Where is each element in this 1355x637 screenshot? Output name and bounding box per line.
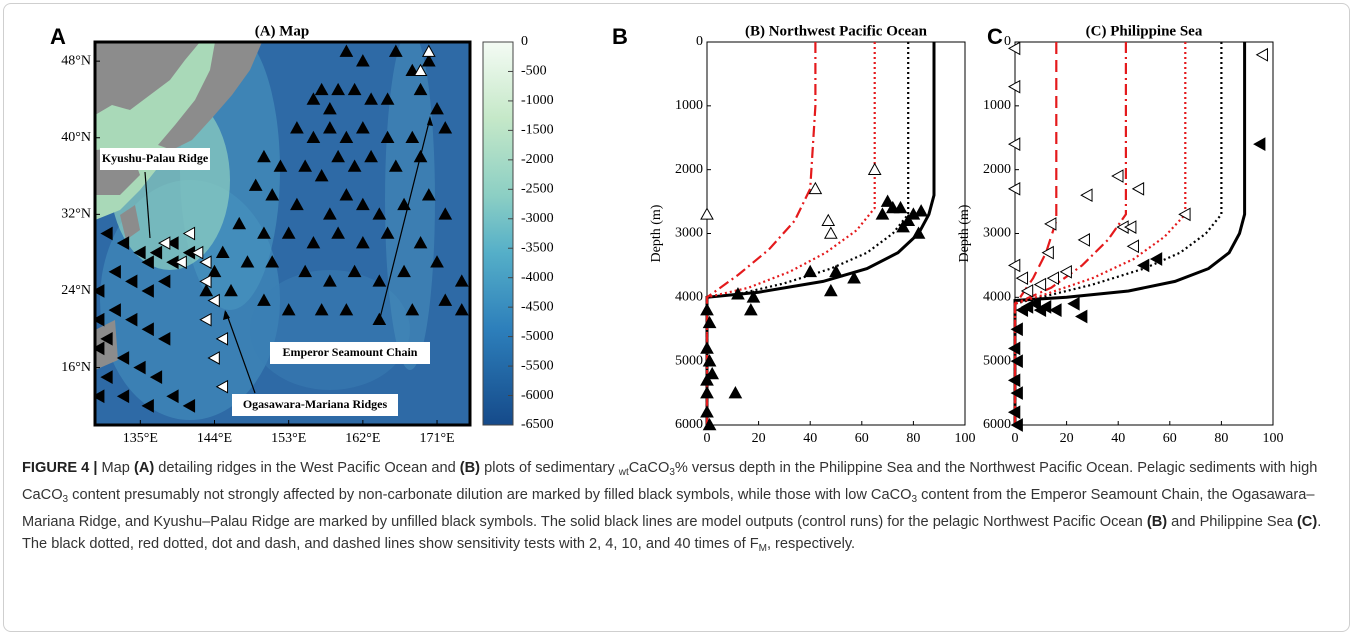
y-axis-label: Depth (m) [649,204,664,262]
caption-text: (C) [1297,514,1317,530]
marker [1009,183,1020,195]
chart-title: (B) Northwest Pacific Ocean [745,23,928,39]
x-tick-label: 60 [1163,431,1177,446]
colorbar-tick-label: -500 [521,64,547,79]
colorbar-tick-label: -4500 [521,299,554,314]
y-tick-label: 48°N [61,53,91,68]
y-tick-label: 32°N [61,207,91,222]
y-tick-label: 40°N [61,130,91,145]
colorbar-tick-label: -3000 [521,211,554,226]
y-tick-label: 5000 [983,353,1011,368]
x-tick-label: 171°E [419,431,454,446]
marker [1009,138,1020,150]
y-tick-label: 3000 [675,226,703,241]
y-tick-label: 2000 [675,162,703,177]
x-tick-label: 144°E [197,431,232,446]
caption-text: wt [619,467,629,478]
x-tick-label: 100 [1263,431,1284,446]
colorbar-tick-label: 0 [521,34,528,49]
caption-text: , respectively. [767,536,855,552]
y-tick-label: 6000 [675,417,703,432]
colorbar-tick-label: -3500 [521,240,554,255]
marker [1009,259,1020,271]
marker [1009,81,1020,93]
x-tick-label: 0 [1012,431,1019,446]
x-tick-label: 40 [803,431,817,446]
x-tick-label: 153°E [271,431,306,446]
caption-text: content presumably not strongly affected… [68,487,911,503]
chart-title: (C) Philippine Sea [1086,23,1203,39]
caption-text: (B) [460,460,480,476]
annotation: Kyushu-Palau Ridge [102,151,209,165]
x-tick-label: 40 [1111,431,1125,446]
caption-text: M [759,543,767,554]
y-tick-label: 3000 [983,226,1011,241]
panel-label: B [612,24,628,49]
colorbar-tick-label: -5000 [521,329,554,344]
x-tick-label: 80 [1214,431,1228,446]
y-tick-label: 1000 [983,98,1011,113]
y-axis-label: Depth (m) [957,204,972,262]
y-tick-label: 0 [696,34,703,49]
colorbar-tick-label: -1500 [521,123,554,138]
panel-label: C [987,24,1003,49]
caption-text: (B) [1147,514,1167,530]
caption-text: (A) [134,460,154,476]
x-tick-label: 100 [955,431,976,446]
caption-text: detailing ridges in the West Pacific Oce… [154,460,460,476]
plot-frame [707,42,965,425]
y-tick-label: 16°N [61,360,91,375]
page: A B C (A) Map 135°E 144°E 153°E 162°E 171°E 1… [0,0,1355,637]
y-tick-label: 5000 [675,353,703,368]
y-tick-label: 6000 [983,417,1011,432]
annotation: Ogasawara-Mariana Ridges [243,397,388,411]
colorbar [483,42,513,425]
x-tick-label: 135°E [123,431,158,446]
colorbar-tick-label: -6500 [521,417,554,432]
annotation: Emperor Seamount Chain [283,345,418,359]
y-tick-label: 1000 [675,98,703,113]
colorbar-tick-label: -2000 [521,152,554,167]
plot-frame [1015,42,1273,425]
caption: FIGURE 4 | Map (A) detailing ridges in t… [22,457,1332,560]
caption-text: and Philippine Sea [1167,514,1297,530]
y-tick-label: 4000 [675,290,703,305]
x-tick-label: 20 [752,431,766,446]
y-tick-label: 2000 [983,162,1011,177]
caption-text: Map [97,460,134,476]
x-tick-label: 80 [906,431,920,446]
figure: A B C (A) Map 135°E 144°E 153°E 162°E 171°E 1… [0,0,1355,450]
y-tick-label: 24°N [61,283,91,298]
map-background [95,30,470,425]
colorbar-tick-label: -4000 [521,270,554,285]
x-tick-label: 20 [1060,431,1074,446]
x-tick-label: 162°E [345,431,380,446]
panel-label: A [50,24,66,49]
caption-text: FIGURE 4 | [22,460,97,476]
y-tick-label: 4000 [983,290,1011,305]
colorbar-tick-label: -5500 [521,358,554,373]
caption-text: plots of sedimentary [480,460,619,476]
x-tick-label: 0 [704,431,711,446]
colorbar-tick-label: -6000 [521,388,554,403]
caption-text: CaCO [629,460,670,476]
map-title: (A) Map [255,23,310,39]
colorbar-tick-label: -1000 [521,93,554,108]
y-tick-label: 0 [1004,34,1011,49]
colorbar-tick-label: -2500 [521,182,554,197]
x-tick-label: 60 [855,431,869,446]
